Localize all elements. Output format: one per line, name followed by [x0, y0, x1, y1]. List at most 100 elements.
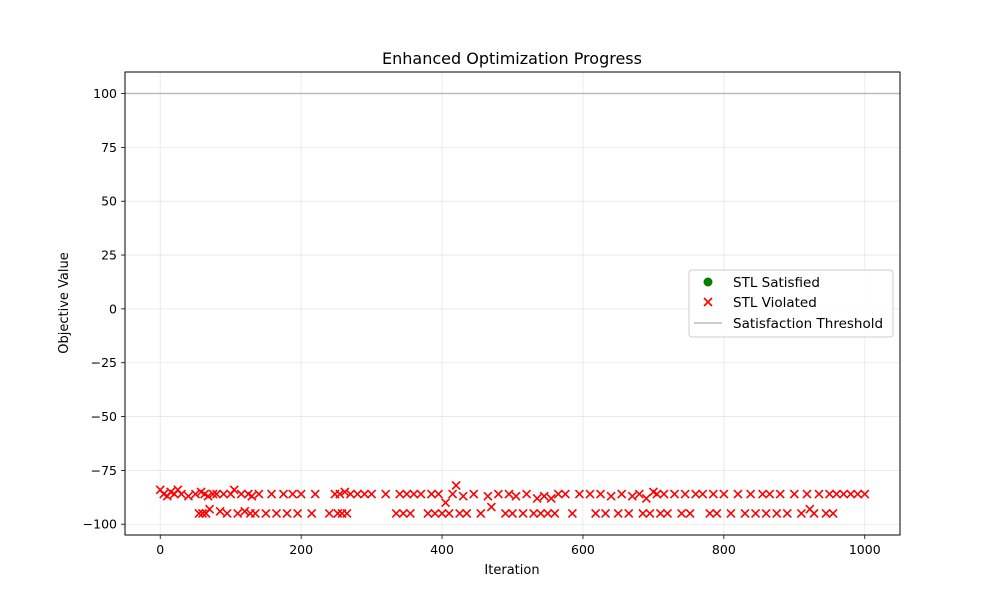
y-tick-label: −100	[83, 517, 117, 532]
violated-point	[426, 489, 437, 499]
legend: STL Satisfied STL Violated Satisfaction …	[688, 269, 894, 338]
data-points	[155, 480, 870, 519]
violated-point	[204, 504, 215, 514]
violated-point	[543, 508, 553, 519]
violated-point	[266, 489, 277, 499]
violated-point	[222, 508, 232, 519]
violated-point	[761, 508, 771, 519]
violated-point	[176, 489, 186, 499]
violated-point	[340, 487, 350, 497]
violated-point	[476, 508, 486, 519]
violated-point	[240, 506, 250, 516]
violated-point	[212, 489, 222, 499]
violated-point	[462, 508, 472, 519]
x-tick-label: 0	[156, 542, 164, 557]
violated-point	[236, 489, 246, 499]
violated-point	[190, 489, 201, 499]
violated-point	[423, 508, 433, 519]
violated-point	[596, 489, 606, 499]
x-tick-label: 400	[430, 542, 454, 557]
violated-point	[585, 489, 595, 499]
violated-point	[233, 508, 243, 519]
violated-point	[839, 489, 849, 499]
violated-point	[775, 489, 785, 499]
violated-point	[430, 508, 440, 519]
violated-point	[194, 508, 204, 519]
violated-point	[208, 489, 218, 499]
violated-point	[518, 508, 528, 519]
chart-title: Enhanced Optimization Progress	[382, 49, 642, 68]
x-tick-label: 800	[712, 542, 736, 557]
violated-point	[493, 489, 503, 499]
legend-violated-label: STL Violated	[733, 295, 817, 311]
violated-point	[789, 489, 799, 499]
violated-point	[796, 508, 806, 519]
violated-point	[532, 493, 542, 503]
violated-point	[782, 508, 792, 519]
violated-point	[197, 508, 208, 519]
violated-point	[617, 489, 627, 499]
violated-point	[814, 489, 824, 499]
violated-point	[278, 489, 289, 499]
violated-point	[391, 508, 401, 519]
violated-point	[567, 508, 577, 519]
violated-point	[522, 489, 532, 499]
violated-point	[504, 489, 514, 499]
violated-point	[655, 508, 666, 519]
violated-point	[293, 508, 303, 519]
legend-violated-marker	[703, 297, 713, 307]
violated-point	[296, 489, 306, 499]
violated-point	[458, 491, 468, 501]
violated-point	[638, 508, 648, 519]
violated-point	[740, 508, 750, 519]
violated-point	[282, 508, 292, 519]
violated-point	[685, 508, 695, 519]
violated-point	[719, 489, 729, 499]
violated-point	[624, 508, 634, 519]
violated-point	[708, 489, 718, 499]
violated-point	[553, 489, 563, 499]
violated-point	[698, 489, 708, 499]
violated-point	[802, 489, 812, 499]
legend-satisfied-label: STL Satisfied	[733, 275, 820, 291]
violated-point	[247, 491, 257, 501]
violated-point	[659, 489, 669, 499]
violated-point	[680, 489, 690, 499]
violated-point	[335, 489, 345, 499]
x-tick-label: 1000	[849, 542, 881, 557]
violated-point	[345, 489, 356, 499]
violated-point	[405, 508, 415, 519]
violated-point	[367, 489, 377, 499]
violated-point	[529, 508, 539, 519]
violated-point	[444, 508, 454, 519]
violated-point	[507, 508, 518, 519]
violated-point	[669, 489, 680, 499]
violated-point	[613, 508, 623, 519]
violated-point	[310, 489, 320, 499]
violated-point	[627, 491, 637, 501]
violated-point	[550, 508, 560, 519]
violated-point	[352, 489, 363, 499]
violated-point	[324, 508, 334, 519]
violated-point	[416, 489, 426, 499]
violated-point	[677, 508, 687, 519]
y-tick-label: −75	[91, 463, 117, 478]
violated-point	[219, 489, 229, 499]
y-tick-label: 100	[93, 86, 117, 101]
violated-point	[437, 508, 447, 519]
legend-satisfied-marker	[703, 277, 713, 287]
violated-point	[433, 489, 444, 499]
violated-point	[395, 489, 405, 499]
violated-point	[600, 508, 611, 519]
violated-point	[381, 489, 391, 499]
violated-point	[824, 489, 835, 499]
violated-point	[726, 508, 736, 519]
x-tick-label: 200	[289, 542, 313, 557]
y-tick-label: 50	[101, 194, 117, 209]
violated-point	[606, 491, 616, 501]
violated-point	[451, 480, 461, 491]
y-tick-label: 25	[101, 248, 117, 263]
violated-point	[853, 489, 863, 499]
violated-point	[448, 489, 458, 499]
